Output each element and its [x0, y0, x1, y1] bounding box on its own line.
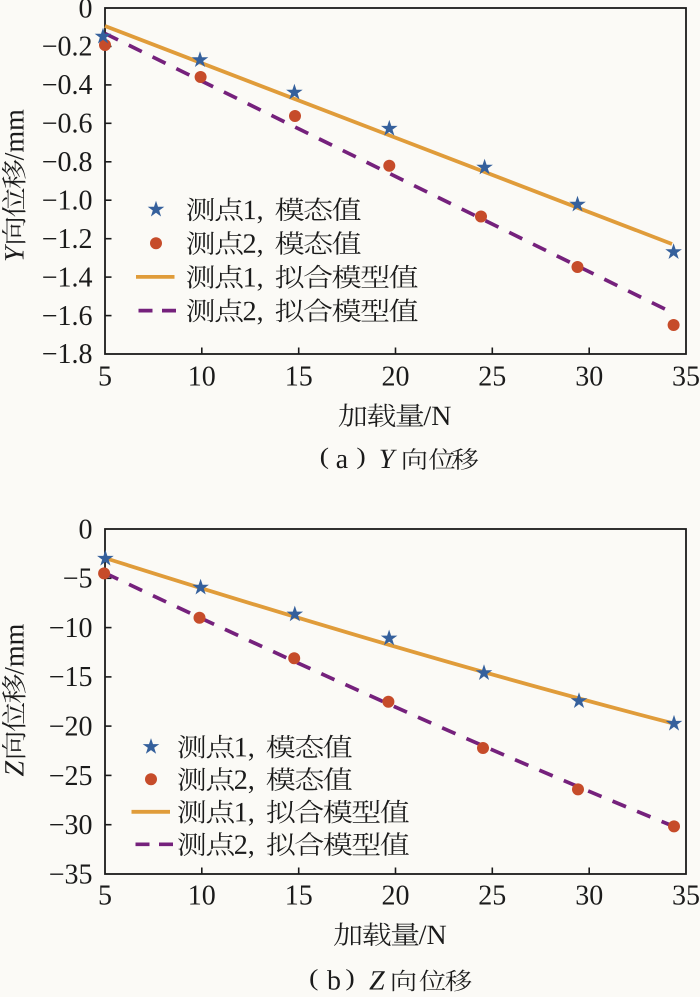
- svg-text:20: 20: [382, 881, 410, 912]
- svg-text:−0.6: −0.6: [42, 109, 93, 140]
- svg-text:25: 25: [478, 881, 506, 912]
- svg-text:35: 35: [672, 362, 700, 393]
- svg-text:−25: −25: [49, 761, 93, 792]
- svg-text:−20: −20: [49, 712, 93, 743]
- svg-text:−10: −10: [49, 613, 93, 644]
- svg-text:10: 10: [188, 362, 216, 393]
- svg-text:−15: −15: [49, 662, 93, 693]
- svg-text:30: 30: [575, 881, 603, 912]
- svg-text:−30: −30: [49, 810, 93, 841]
- svg-text:5: 5: [98, 881, 112, 912]
- svg-text:25: 25: [478, 362, 506, 393]
- svg-text:15: 15: [285, 881, 313, 912]
- svg-text:30: 30: [575, 362, 603, 393]
- svg-text:0: 0: [79, 0, 93, 24]
- svg-text:−1.6: −1.6: [42, 301, 93, 332]
- svg-text:−1.8: −1.8: [42, 339, 93, 370]
- svg-text:5: 5: [98, 362, 112, 393]
- svg-text:0: 0: [79, 514, 93, 545]
- svg-text:−0.4: −0.4: [42, 70, 93, 101]
- svg-text:−1.4: −1.4: [42, 262, 93, 293]
- svg-text:−0.8: −0.8: [42, 147, 93, 178]
- svg-text:−5: −5: [63, 564, 93, 595]
- svg-text:−1.2: −1.2: [42, 224, 93, 255]
- svg-text:−0.2: −0.2: [42, 32, 93, 63]
- svg-text:15: 15: [285, 362, 313, 393]
- svg-text:−1.0: −1.0: [42, 186, 93, 217]
- svg-text:10: 10: [188, 881, 216, 912]
- svg-text:35: 35: [672, 881, 700, 912]
- svg-text:−35: −35: [49, 859, 93, 890]
- svg-text:20: 20: [382, 362, 410, 393]
